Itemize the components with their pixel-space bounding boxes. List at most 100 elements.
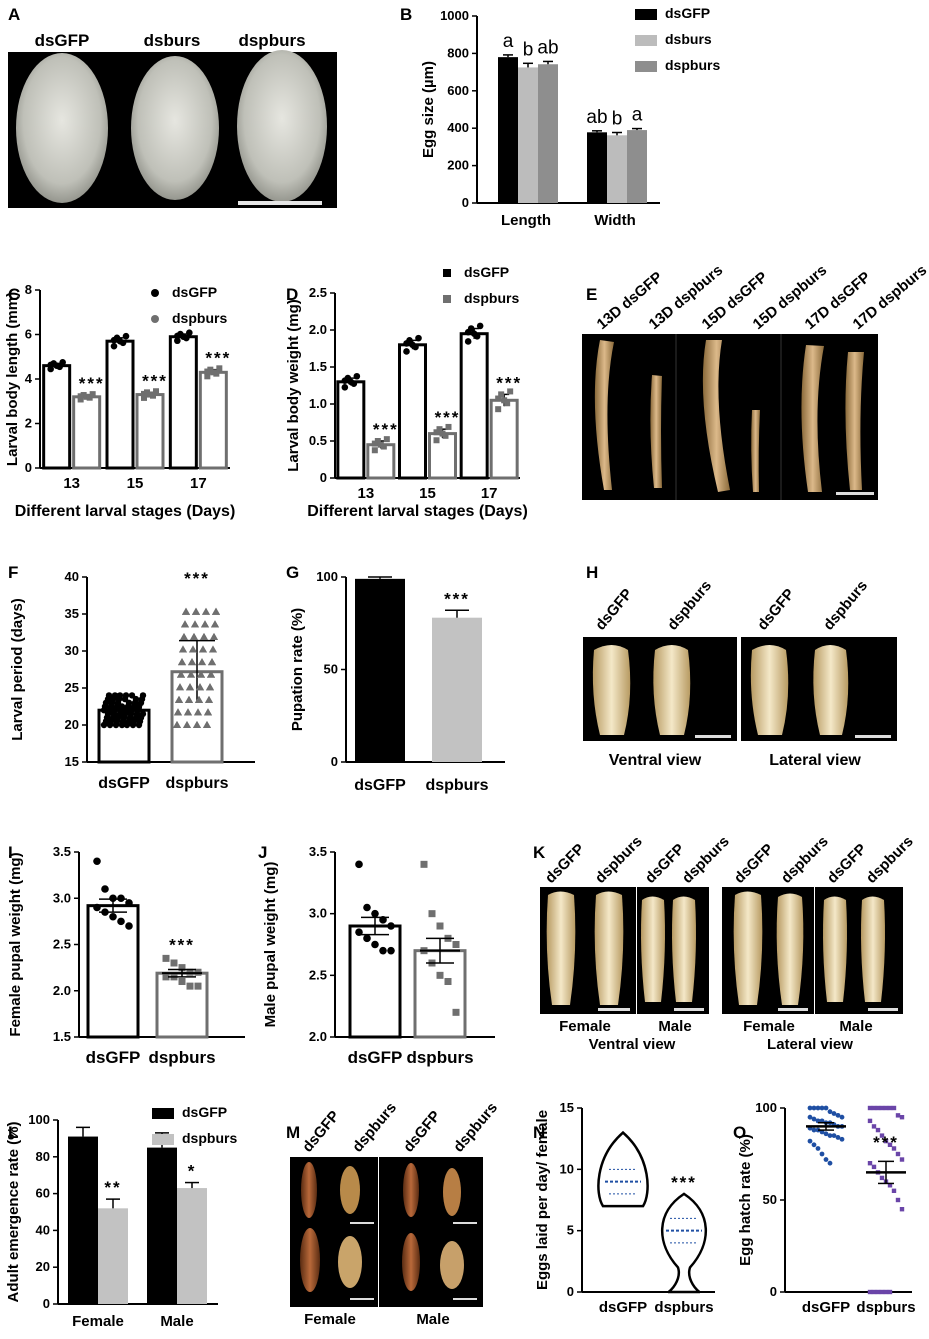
data-point: [177, 670, 185, 678]
bar: [413, 949, 467, 1039]
panel-letter-o: O: [733, 1123, 746, 1142]
y-axis-label: Eggs laid per day/ female: [534, 1110, 551, 1290]
y-tick-label: 6: [25, 327, 32, 342]
y-axis-label: Larval body length (mm): [4, 292, 21, 466]
photo-k-label-1: dsGFP: [542, 841, 588, 887]
data-point: [162, 973, 170, 981]
y-axis-label: Male pupal weight (mg): [262, 862, 279, 1028]
legend-swatch: [635, 35, 657, 46]
significance-marker: ***: [205, 349, 231, 368]
bar: [489, 398, 519, 480]
data-point: [875, 1289, 881, 1295]
panel-letter-k: K: [533, 843, 546, 862]
data-point: [495, 395, 502, 402]
data-point: [403, 340, 410, 347]
x-tick-label: Length: [501, 212, 551, 229]
data-point: [895, 1151, 901, 1157]
data-point: [807, 1105, 813, 1111]
data-point: [507, 388, 514, 395]
photo-h-label-2: dspburs: [664, 577, 715, 633]
x-tick-label: 15: [419, 485, 436, 502]
data-point: [102, 718, 110, 725]
legend-swatch: [152, 1134, 174, 1145]
data-point: [827, 1160, 833, 1166]
legend-marker: [443, 295, 451, 303]
data-point: [178, 978, 186, 985]
panel-letter-e: E: [586, 285, 597, 304]
bar: [627, 130, 647, 203]
data-point: [891, 1105, 897, 1111]
bar: [98, 1208, 128, 1304]
data-point: [867, 1289, 873, 1295]
chart-l: 0 20 40 60 80 100 Adult emergence rate (%) ** Fe…: [5, 1104, 237, 1330]
data-point: [811, 1105, 817, 1111]
data-point: [819, 1105, 825, 1111]
y-tick-label: 8: [25, 282, 32, 297]
y-tick-label: 1000: [440, 8, 469, 23]
data-point: [350, 380, 358, 387]
data-point: [504, 400, 511, 407]
y-tick-label: 0: [331, 754, 338, 769]
data-point: [807, 1114, 813, 1120]
y-tick-label: 3.5: [309, 844, 327, 859]
data-point: [192, 607, 200, 615]
y-tick-label: 3.0: [53, 890, 71, 905]
data-point: [86, 394, 93, 401]
x-tick-label: 17: [481, 485, 498, 502]
photo-a-label-3: dspburs: [238, 31, 305, 50]
data-point: [363, 903, 371, 912]
y-tick-label: 0: [567, 1284, 574, 1299]
data-point: [179, 645, 187, 653]
data-point: [476, 322, 484, 330]
significance-marker: ***: [671, 1173, 697, 1192]
data-point: [183, 721, 191, 728]
data-point: [193, 721, 201, 728]
bar: [72, 395, 102, 470]
photo-a-label-2: dsburs: [144, 31, 201, 50]
data-point: [207, 670, 215, 678]
significance-marker: ***: [184, 569, 210, 588]
x-axis-label: Different larval stages (Days): [15, 503, 236, 520]
data-point: [150, 392, 156, 399]
legend-label: dsGFP: [665, 5, 710, 21]
chart-f: 15 20 25 30 35 40 Larval period (days) dsGFP dsp…: [9, 569, 255, 792]
photo-a-eggs: dsGFP dsburs dspburs: [8, 31, 337, 208]
data-point: [213, 370, 220, 377]
significance-marker: ***: [444, 589, 470, 608]
data-point: [811, 1142, 817, 1148]
significance-marker: ***: [373, 420, 399, 439]
x-tick-label: dsGFP: [348, 1048, 403, 1067]
data-point: [403, 348, 410, 355]
data-point: [867, 1105, 873, 1111]
significance-marker: ***: [79, 374, 105, 393]
data-point: [433, 429, 440, 436]
data-point: [201, 620, 209, 628]
data-point: [371, 909, 379, 918]
y-tick-label: 3.5: [53, 844, 71, 859]
bar: [147, 1147, 177, 1304]
y-tick-label: 20: [65, 717, 79, 732]
data-point: [415, 334, 422, 342]
data-point: [867, 1161, 873, 1166]
data-point: [128, 692, 136, 699]
y-tick-label: 0: [25, 460, 32, 475]
photo-m-label-3: dsGFP: [400, 1108, 444, 1156]
data-point: [216, 365, 223, 372]
data-point: [875, 1105, 881, 1111]
x-tick-label: dspburs: [148, 1048, 215, 1067]
panel-letter-h: H: [586, 563, 598, 582]
data-point: [355, 860, 363, 869]
photo-k-label-6: dspburs: [778, 833, 832, 887]
data-point: [195, 695, 203, 703]
photo-k-label-2: dspburs: [592, 833, 646, 887]
data-point: [204, 373, 211, 380]
photo-h-label-4: dspburs: [820, 577, 871, 633]
y-axis-label: Female pupal weight (mg): [7, 852, 24, 1036]
data-point: [871, 1289, 877, 1295]
data-point: [208, 658, 216, 666]
data-point: [47, 361, 54, 369]
x-tick-label: dsGFP: [354, 777, 406, 794]
bar: [168, 335, 198, 470]
data-point: [823, 1131, 829, 1137]
data-point: [111, 692, 119, 699]
